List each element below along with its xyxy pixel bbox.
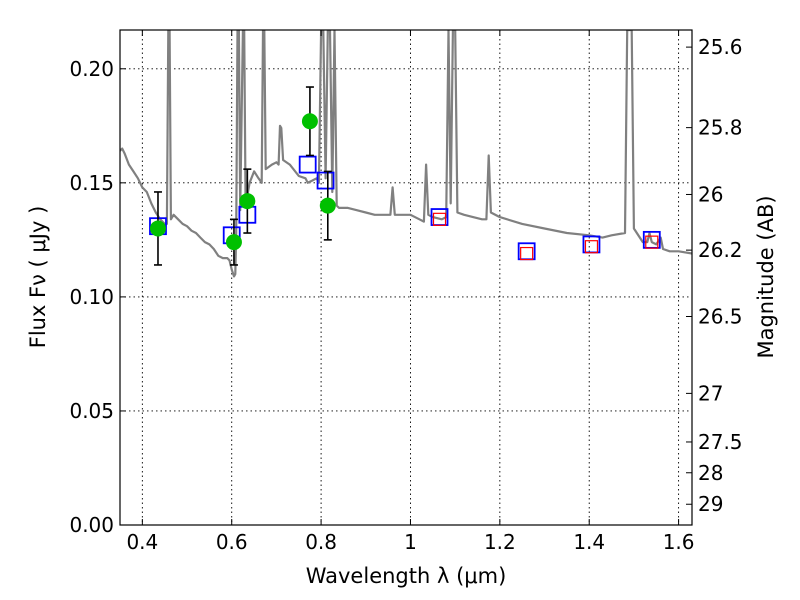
y-tick-label: 0.10 [69,285,114,309]
x-axis-label: Wavelength λ (μm) [306,564,507,588]
x-tick-label: 0.8 [305,530,337,554]
green-circle-marker [319,197,336,214]
x-axis-label-text: Wavelength λ (μm) [306,564,507,588]
y-tick-label: 0.05 [69,399,114,423]
tick-layer: 0.4 0.6 0.8 1 1.2 1.4 1.6 0.00 0.05 0.10 0.15 0.20 2… [69,30,743,554]
plot-frame [119,29,693,526]
green-circle-marker [225,234,242,251]
model-spectrum-layer [120,30,692,278]
y2-tick-label: 26 [698,182,723,206]
red-square-marker [432,212,447,226]
grid [120,30,692,526]
y2-tick-label: 28 [698,461,723,485]
y2-tick-label: 25.8 [698,116,743,140]
y2-tick-label: 27 [698,381,723,405]
green-circle-marker [239,193,256,210]
model-spectrum-line [120,30,692,278]
red-square-marker [645,235,659,249]
y2-axis-label: Magnitude (AB) [754,195,778,358]
y2-tick-label: 29 [698,492,723,516]
x-tick-label: 0.4 [126,530,158,554]
y2-tick-label: 26.5 [698,305,743,329]
x-tick-label: 1.6 [663,530,695,554]
y2-tick-label: 27.5 [698,430,743,454]
y2-axis-label-text: Magnitude (AB) [754,195,778,358]
y2-tick-label: 25.6 [698,35,743,59]
y-tick-label: 0.20 [69,57,114,81]
y-axis-label-text: Flux Fν ( μJy ) [26,206,50,349]
red-square-marker [584,240,599,254]
blue-square-marker [298,155,317,174]
x-tick-label: 1.4 [573,530,605,554]
y-tick-label: 0.00 [69,513,114,537]
y-axis-label: Flux Fν ( μJy ) [26,206,50,349]
y-tick-label: 0.15 [69,171,114,195]
red-square-marker [520,246,534,261]
x-tick-label: 0.6 [216,530,248,554]
blue-square-marker [316,171,335,190]
photometry-layer [149,86,661,266]
x-tick-label: 1 [404,530,417,554]
green-circle-marker [301,113,318,130]
y2-tick-label: 26.2 [698,238,743,262]
green-circle-marker [149,220,166,237]
x-tick-label: 1.2 [484,530,516,554]
